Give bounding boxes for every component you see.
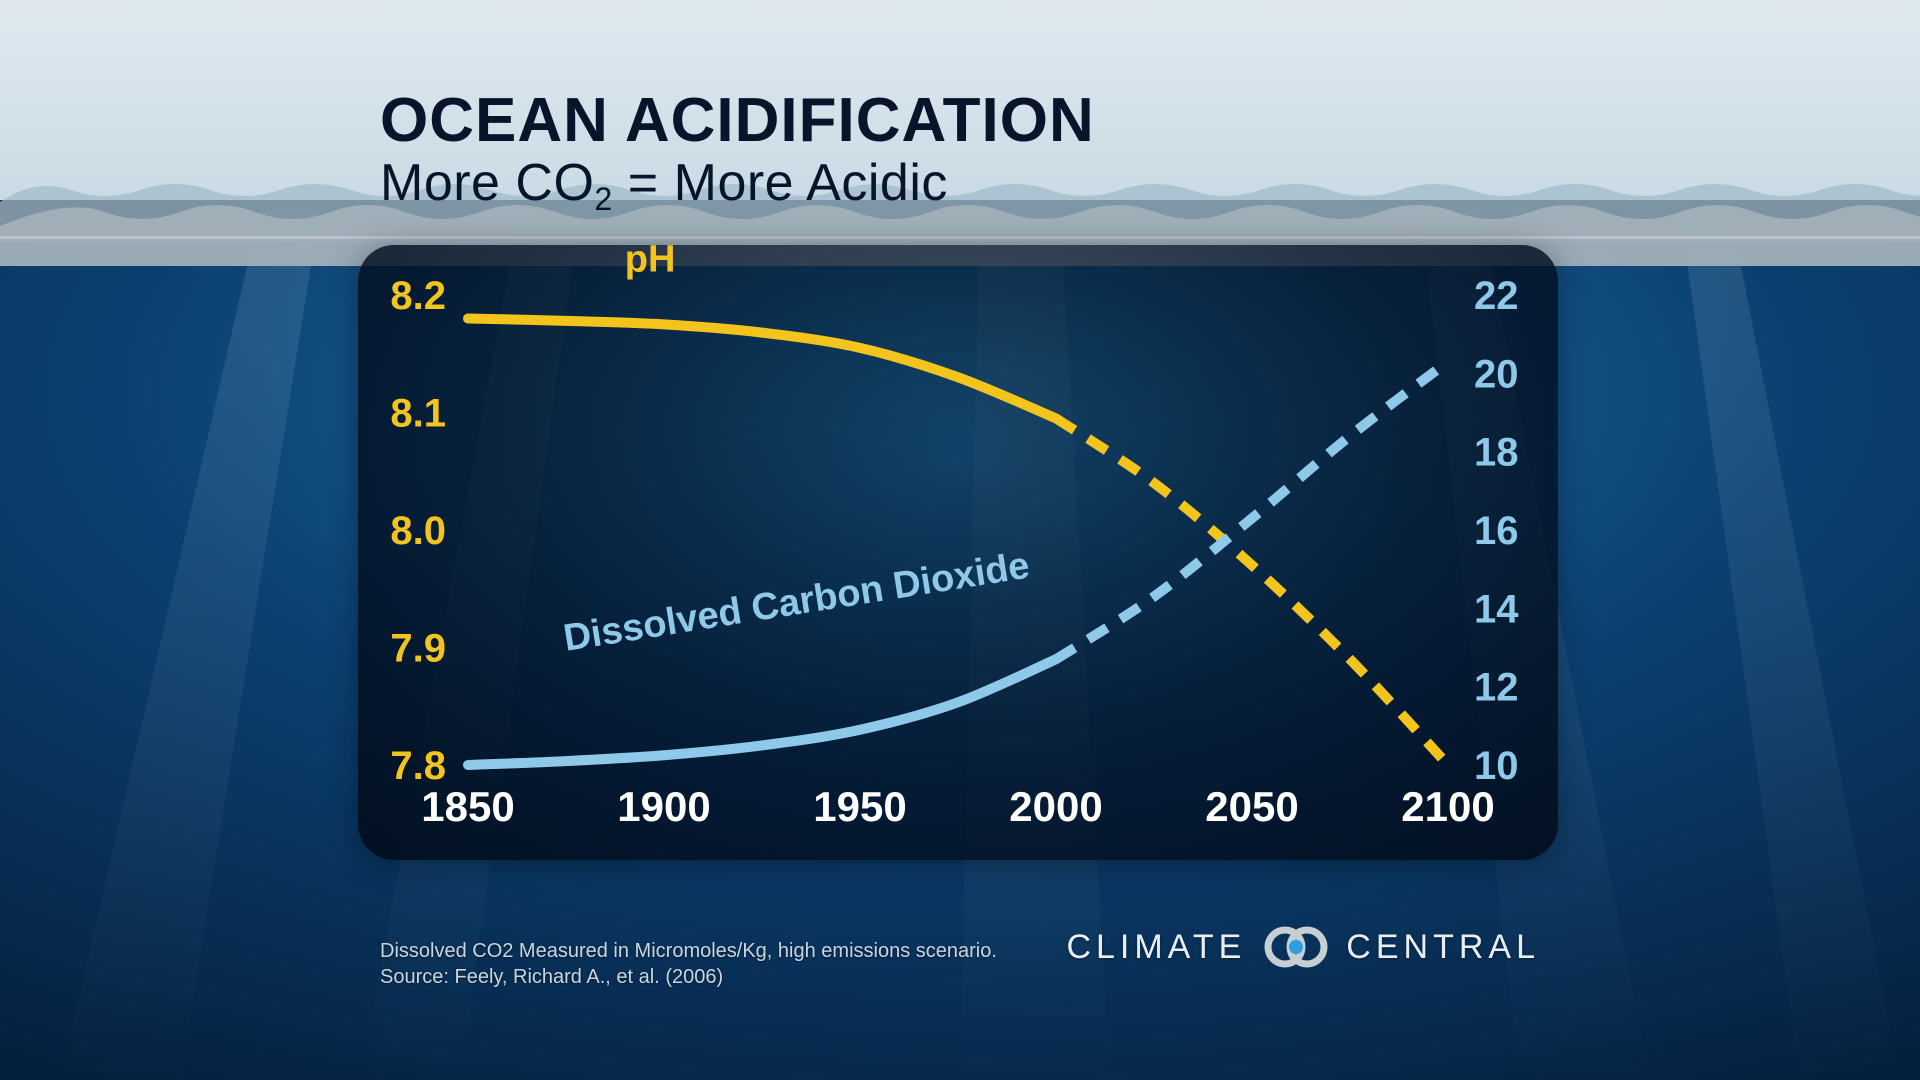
title-block: OCEAN ACIDIFICATION More CO2 = More Acid… [380,90,1095,211]
logo-word-2: CENTRAL [1346,928,1540,967]
svg-text:8.1: 8.1 [390,392,446,436]
page-subtitle: More CO2 = More Acidic [380,156,1095,211]
svg-text:12: 12 [1474,666,1519,710]
svg-text:2100: 2100 [1401,783,1494,830]
footnote-line-2: Source: Feely, Richard A., et al. (2006) [380,964,997,990]
logo-rings-icon [1260,925,1332,969]
footnote: Dissolved CO2 Measured in Micromoles/Kg,… [380,938,997,990]
page-title: OCEAN ACIDIFICATION [380,90,1095,152]
subtitle-subscript: 2 [594,181,612,217]
svg-text:2050: 2050 [1205,783,1298,830]
svg-text:Dissolved Carbon Dioxide: Dissolved Carbon Dioxide [561,545,1033,660]
climate-central-logo: CLIMATE CENTRAL [1066,925,1540,969]
svg-text:7.9: 7.9 [390,627,446,671]
svg-text:8.2: 8.2 [390,274,446,318]
acidification-chart: 7.8 7.9 8.0 8.1 8.2 10 12 14 16 18 20 22 1850 1900 195… [358,245,1558,860]
svg-text:7.8: 7.8 [390,744,446,788]
svg-text:8.0: 8.0 [390,509,446,553]
svg-text:22: 22 [1474,274,1519,318]
chart-panel: 7.8 7.9 8.0 8.1 8.2 10 12 14 16 18 20 22 1850 1900 195… [358,245,1558,860]
svg-text:pH: pH [625,245,676,281]
svg-text:18: 18 [1474,431,1519,475]
svg-text:1950: 1950 [813,783,906,830]
svg-text:2000: 2000 [1009,783,1102,830]
footnote-line-1: Dissolved CO2 Measured in Micromoles/Kg,… [380,938,997,964]
subtitle-prefix: More CO [380,154,594,212]
svg-text:14: 14 [1474,587,1519,631]
logo-word-1: CLIMATE [1066,928,1246,967]
svg-text:1850: 1850 [421,783,514,830]
svg-text:1900: 1900 [617,783,710,830]
svg-text:10: 10 [1474,744,1519,788]
svg-text:16: 16 [1474,509,1519,553]
svg-text:20: 20 [1474,352,1519,396]
subtitle-suffix: = More Acidic [613,154,948,212]
